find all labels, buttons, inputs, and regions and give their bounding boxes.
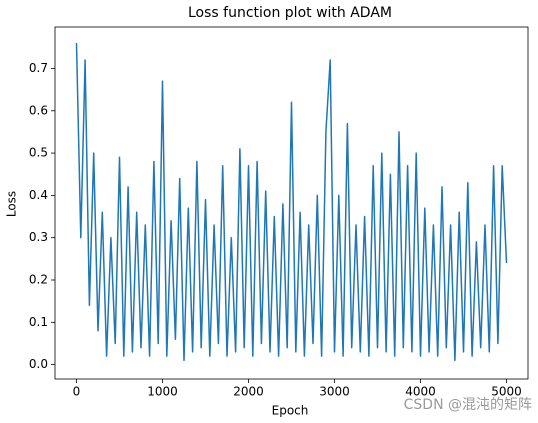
watermark: CSDN @混沌的矩阵 — [404, 397, 532, 413]
x-tick-label: 1000 — [147, 385, 178, 399]
y-tick-label: 0.6 — [29, 103, 48, 117]
y-tick-label: 0.3 — [29, 230, 48, 244]
y-tick-label: 0.7 — [29, 61, 48, 75]
y-tick-label: 0.0 — [29, 357, 48, 371]
x-tick-label: 4000 — [405, 385, 436, 399]
x-tick-label: 2000 — [233, 385, 264, 399]
x-axis-label: Epoch — [272, 404, 309, 418]
loss-line — [75, 43, 508, 362]
y-tick-label: 0.5 — [29, 146, 48, 160]
y-axis-label: Loss — [5, 191, 19, 217]
x-tick-label: 5000 — [491, 385, 522, 399]
x-tick-label: 3000 — [319, 385, 350, 399]
y-tick-label: 0.1 — [29, 315, 48, 329]
chart-title: Loss function plot with ADAM — [188, 5, 392, 21]
y-tick-label: 0.4 — [29, 188, 48, 202]
y-tick-label: 0.2 — [29, 273, 48, 287]
plot-frame — [54, 26, 529, 380]
x-tick-label: 0 — [73, 385, 81, 399]
